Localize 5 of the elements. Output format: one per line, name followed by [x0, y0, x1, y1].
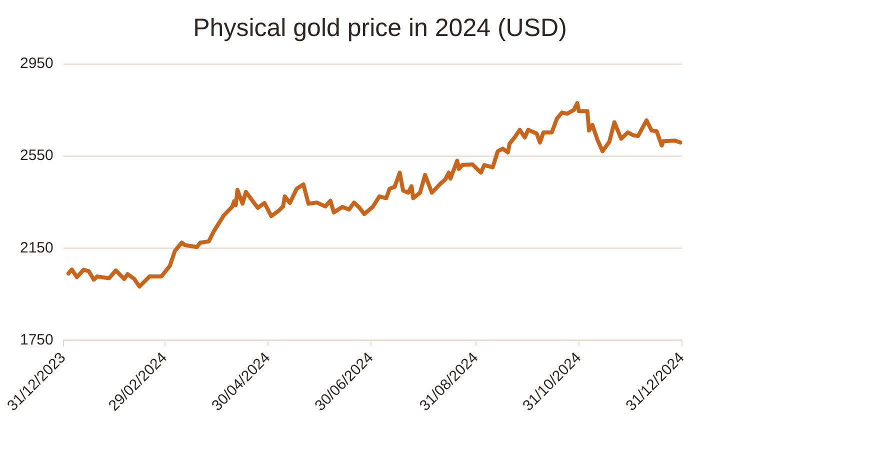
y-tick-label: 2150	[20, 239, 54, 256]
y-tick-label: 2950	[20, 55, 54, 72]
chart-title: Physical gold price in 2024 (USD)	[192, 14, 568, 43]
y-tick-label: 1750	[20, 331, 54, 348]
y-tick-label: 2550	[20, 147, 54, 164]
